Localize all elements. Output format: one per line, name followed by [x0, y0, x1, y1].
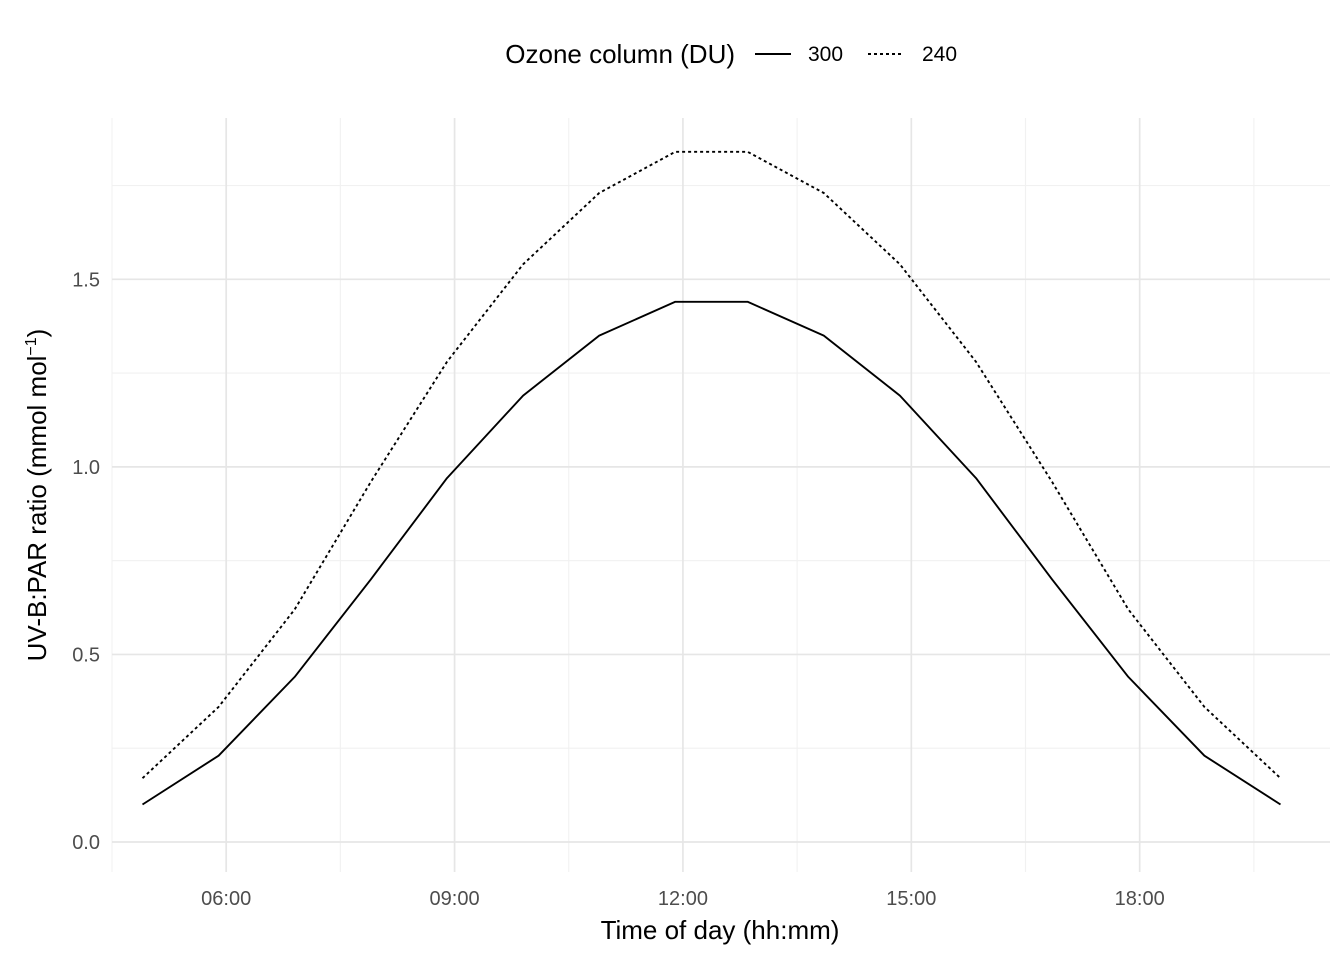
x-axis-title: Time of day (hh:mm) [601, 915, 840, 945]
y-tick-label: 1.5 [72, 269, 100, 291]
y-axis-ticks: 0.0 0.5 1.0 1.5 [72, 269, 100, 854]
y-tick-label: 0.0 [72, 832, 100, 854]
y-tick-label: 1.0 [72, 457, 100, 479]
y-axis-title: UV-B:PAR ratio (mmol mol−1) [22, 329, 52, 662]
x-tick-label: 06:00 [201, 888, 251, 910]
x-tick-label: 15:00 [886, 888, 936, 910]
series-line-300 [141, 300, 1282, 806]
legend: Ozone column (DU) 300 240 [505, 39, 957, 69]
legend-title: Ozone column (DU) [505, 39, 735, 69]
y-axis-title-main: UV-B:PAR ratio (mmol mol [22, 356, 52, 662]
grid-layer [111, 118, 1330, 872]
y-axis-title-sup: −1 [23, 337, 40, 355]
series-layer [141, 150, 1282, 806]
x-axis-ticks: 06:00 09:00 12:00 15:00 18:00 [201, 888, 1165, 910]
x-tick-label: 18:00 [1115, 888, 1165, 910]
y-axis-title-close: ) [22, 329, 52, 338]
legend-label-240: 240 [922, 43, 957, 66]
series-line-240 [141, 150, 1282, 779]
x-tick-label: 09:00 [430, 888, 480, 910]
legend-label-300: 300 [808, 43, 843, 66]
x-tick-label: 12:00 [658, 888, 708, 910]
y-tick-label: 0.5 [72, 644, 100, 666]
